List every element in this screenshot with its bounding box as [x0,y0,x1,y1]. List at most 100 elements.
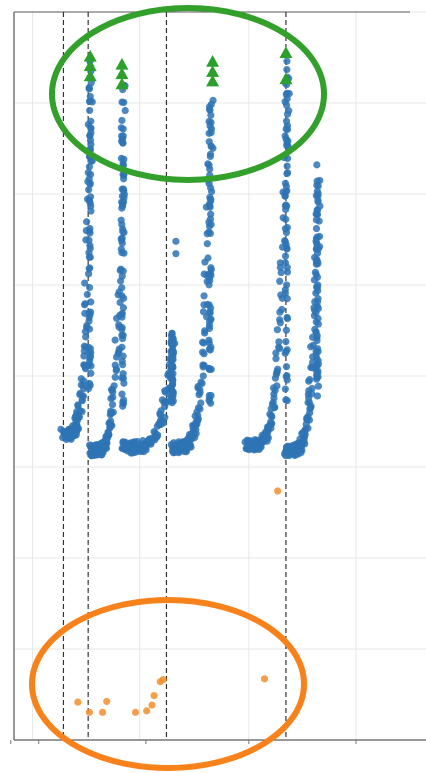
blue-point [276,308,284,316]
triangle-marker [206,55,220,67]
triangle-marker [83,69,97,82]
blue-point [109,393,117,401]
blue-point [87,124,95,133]
blue-point [118,284,126,292]
blue-point [304,414,312,422]
blue-point [82,218,91,226]
blue-point [314,287,322,295]
blue-point [85,313,93,322]
blue-point [119,139,127,147]
blue-point [85,325,94,333]
blue-point [204,254,212,262]
blue-point [86,227,94,235]
blue-point [282,90,290,99]
blue-point [169,375,177,384]
blue-point [107,407,115,415]
orange-point [103,697,111,706]
blue-point [282,125,290,133]
orange-point [143,707,151,715]
blue-point [118,374,126,382]
blue-point [82,333,90,341]
blue-point [200,292,208,300]
blue-point [313,354,321,362]
blue-point [119,361,127,369]
blue-point [283,140,291,148]
blue-point [169,388,177,396]
blue-point [312,347,320,355]
blue-point [282,229,291,237]
triangle-marker [83,59,97,72]
blue-point [270,390,278,398]
blue-point [86,345,95,353]
blue-point [205,324,214,333]
blue-point [86,106,94,115]
blue-point [86,180,94,188]
blue-point [283,263,291,272]
blue-point [86,92,94,101]
blue-point [274,365,282,373]
blue-point [167,361,175,369]
blue-point [206,270,215,278]
blue-point [159,419,167,427]
triangle-marker [115,67,129,80]
blue-point [118,248,126,257]
blue-point [207,129,215,137]
blue-point [312,216,321,224]
orange-point [274,487,282,495]
blue-point [169,338,177,346]
blue-point [172,237,180,245]
blue-point [196,386,204,394]
blue-point [111,336,119,344]
blue-point [87,298,95,306]
orange-point [131,708,140,716]
blue-point [283,376,291,384]
axes-layer [10,11,426,744]
blue-point [205,103,214,111]
blue-point [86,132,94,140]
blue-point [263,433,271,441]
triangle-marker [206,74,220,87]
blue-point [119,304,128,312]
blue-point [85,196,93,204]
blue-point [282,182,290,191]
blue-point [283,313,291,322]
blue-point [190,421,198,429]
triangle-marker [115,57,129,70]
blue-point [273,326,281,334]
blue-point [206,346,214,354]
blue-point [314,281,322,289]
blue-point [198,379,206,388]
blue-point [300,437,308,445]
blue-point [283,295,291,303]
orange-point [150,691,158,700]
blue-point [312,224,321,233]
blue-point [267,420,275,428]
orange-point [260,675,269,683]
blue-point [169,349,177,357]
blue-point [87,369,95,377]
triangle-marker [115,77,129,90]
blue-point [205,365,213,374]
blue-point [206,304,215,312]
blue-point [87,117,95,125]
blue-point [272,355,280,363]
blue-point [282,337,290,346]
triangle-marker [83,49,97,62]
blue-point [306,376,314,384]
blue-point [283,162,291,170]
blue-point [85,163,94,171]
blue-point [151,432,159,440]
blue-point [308,384,316,393]
blue-point [205,200,214,208]
blue-point [119,402,127,410]
blue-point [282,363,291,371]
blue-point [206,152,214,161]
blue-point [283,110,292,118]
blue-point [205,228,213,236]
blue-point [207,264,215,272]
blue-point [81,279,89,287]
blue-point [313,243,321,252]
blue-point [196,405,204,413]
blue-point [282,347,290,356]
blue-point [314,369,322,377]
